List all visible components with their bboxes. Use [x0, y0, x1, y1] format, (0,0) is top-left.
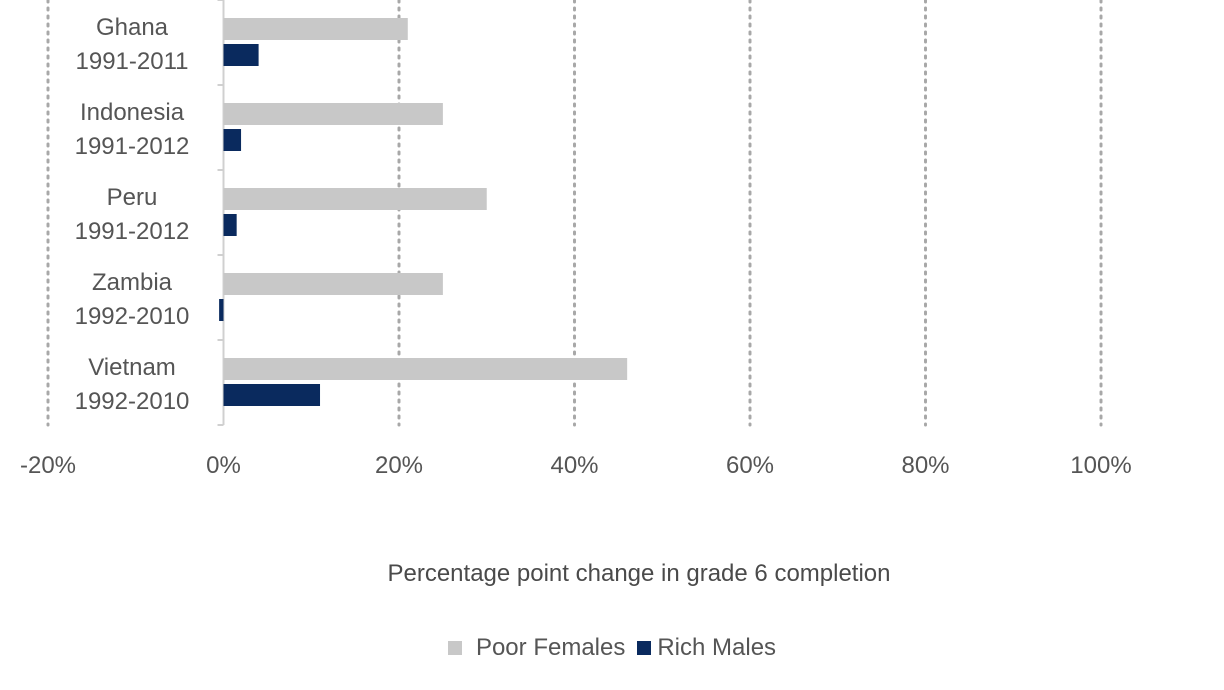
category-label-0-0: Ghana [95, 14, 169, 41]
category-label-2-1: 1991-2012 [74, 218, 190, 245]
category-label-1-0: Indonesia [79, 99, 185, 126]
x-tick-label-3: 40% [550, 452, 599, 479]
x-tick-label-0: -20% [19, 452, 77, 479]
legend: Poor Females Rich Males [0, 634, 1224, 662]
x-tick-label-2: 20% [374, 452, 424, 479]
category-label-4-0: Vietnam [88, 354, 176, 381]
bar-rich-males-2 [223, 214, 237, 236]
legend-item-poor-females: Poor Females [447, 634, 626, 662]
bar-rich-males-0 [223, 44, 259, 66]
bar-rich-males-4 [223, 384, 321, 406]
bar-rich-males-1 [223, 129, 242, 151]
bar-poor-females-2 [223, 188, 487, 210]
category-label-4-1: 1992-2010 [74, 388, 190, 415]
x-tick-label-1: 0% [206, 452, 241, 479]
bar-poor-females-3 [223, 273, 443, 295]
category-label-2-0: Peru [106, 184, 158, 211]
category-label-1-1: 1991-2012 [74, 133, 190, 160]
category-label-3-1: 1992-2010 [74, 303, 190, 330]
legend-item-rich-males: Rich Males [637, 634, 776, 662]
legend-swatch-rich-males [637, 641, 652, 655]
legend-swatch-poor-females [447, 641, 462, 655]
x-tick-label-5: 80% [901, 452, 950, 479]
legend-label-rich-males: Rich Males [657, 634, 777, 661]
bar-poor-females-0 [223, 18, 408, 40]
bar-poor-females-1 [223, 103, 443, 125]
category-label-3-0: Zambia [91, 269, 173, 296]
x-tick-label-6: 100% [1070, 452, 1132, 479]
legend-label-poor-females: Poor Females [475, 634, 626, 661]
bar-rich-males-3 [219, 299, 224, 321]
category-label-0-1: 1991-2011 [75, 48, 189, 75]
x-tick-label-4: 60% [725, 452, 775, 479]
bar-poor-females-4 [223, 358, 628, 380]
x-axis-label: Percentage point change in grade 6 compl… [387, 560, 891, 587]
